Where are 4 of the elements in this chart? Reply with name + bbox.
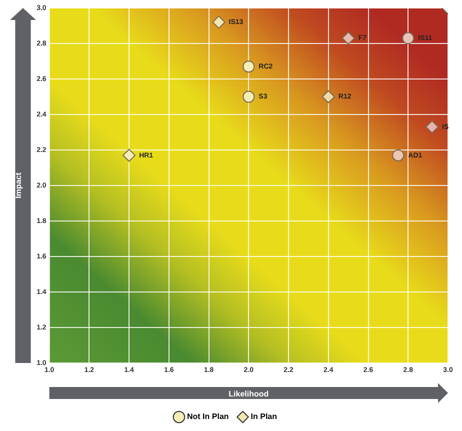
y-axis-title: Impact (14, 172, 24, 198)
x-axis-title: Likelihood (228, 389, 269, 398)
legend-label: Not In Plan (187, 412, 229, 422)
legend-label: In Plan (250, 412, 278, 422)
